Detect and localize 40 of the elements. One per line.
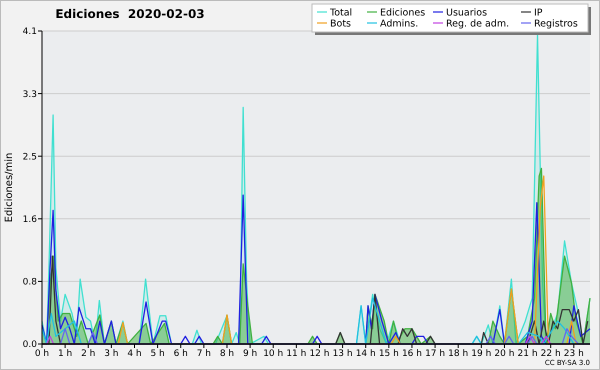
x-tick-label: 20 h bbox=[494, 349, 514, 359]
x-tick-label: 11 h bbox=[286, 349, 306, 359]
x-tick-label: 3 h bbox=[104, 349, 119, 359]
x-tick-label: 22 h bbox=[540, 349, 561, 359]
legend-label: Bots bbox=[330, 18, 352, 30]
x-tick-label: 5 h bbox=[150, 349, 165, 359]
legend-label: Total bbox=[329, 7, 352, 18]
chart-title: Ediciones 2020-02-03 bbox=[55, 7, 205, 21]
x-tick-label: 2 h bbox=[81, 349, 96, 359]
legend-label: IP bbox=[534, 7, 543, 18]
x-tick-label: 1 h bbox=[58, 349, 72, 359]
x-tick-label: 18 h bbox=[448, 349, 468, 359]
legend-label: Usuarios bbox=[446, 7, 488, 18]
x-tick-label: 16 h bbox=[402, 349, 422, 359]
x-tick-label: 4 h bbox=[127, 349, 142, 359]
y-tick-label: 1.6 bbox=[22, 214, 38, 225]
legend-label: Admins. bbox=[380, 18, 418, 30]
x-tick-label: 12 h bbox=[309, 349, 330, 359]
x-tick-label: 23 h bbox=[564, 349, 584, 359]
x-tick-label: 10 h bbox=[263, 349, 284, 359]
x-tick-label: 14 h bbox=[356, 349, 376, 359]
y-axis-title: Ediciones/min bbox=[4, 152, 15, 222]
legend-label: Ediciones bbox=[380, 7, 426, 18]
x-tick-label: 7 h bbox=[196, 349, 212, 359]
x-tick-label: 17 h bbox=[425, 349, 446, 359]
y-tick-label: 0.8 bbox=[22, 278, 38, 288]
legend-label: Registros bbox=[534, 18, 578, 30]
x-tick-label: 15 h bbox=[378, 349, 399, 359]
x-tick-label: 9 h bbox=[242, 349, 258, 359]
y-tick-label: 4.1 bbox=[22, 27, 37, 38]
y-tick-label: 0.0 bbox=[22, 340, 38, 350]
legend-label: Reg. de adm. bbox=[446, 18, 510, 30]
x-tick-label: 0 h bbox=[34, 349, 50, 359]
y-tick-label: 2.5 bbox=[22, 152, 37, 162]
x-tick-label: 6 h bbox=[174, 349, 188, 359]
x-tick-label: 19 h bbox=[471, 349, 492, 359]
x-tick-label: 13 h bbox=[332, 349, 353, 359]
x-tick-label: 21 h bbox=[518, 349, 538, 359]
y-tick-label: 3.3 bbox=[22, 90, 37, 100]
x-tick-label: 8 h bbox=[220, 349, 234, 359]
